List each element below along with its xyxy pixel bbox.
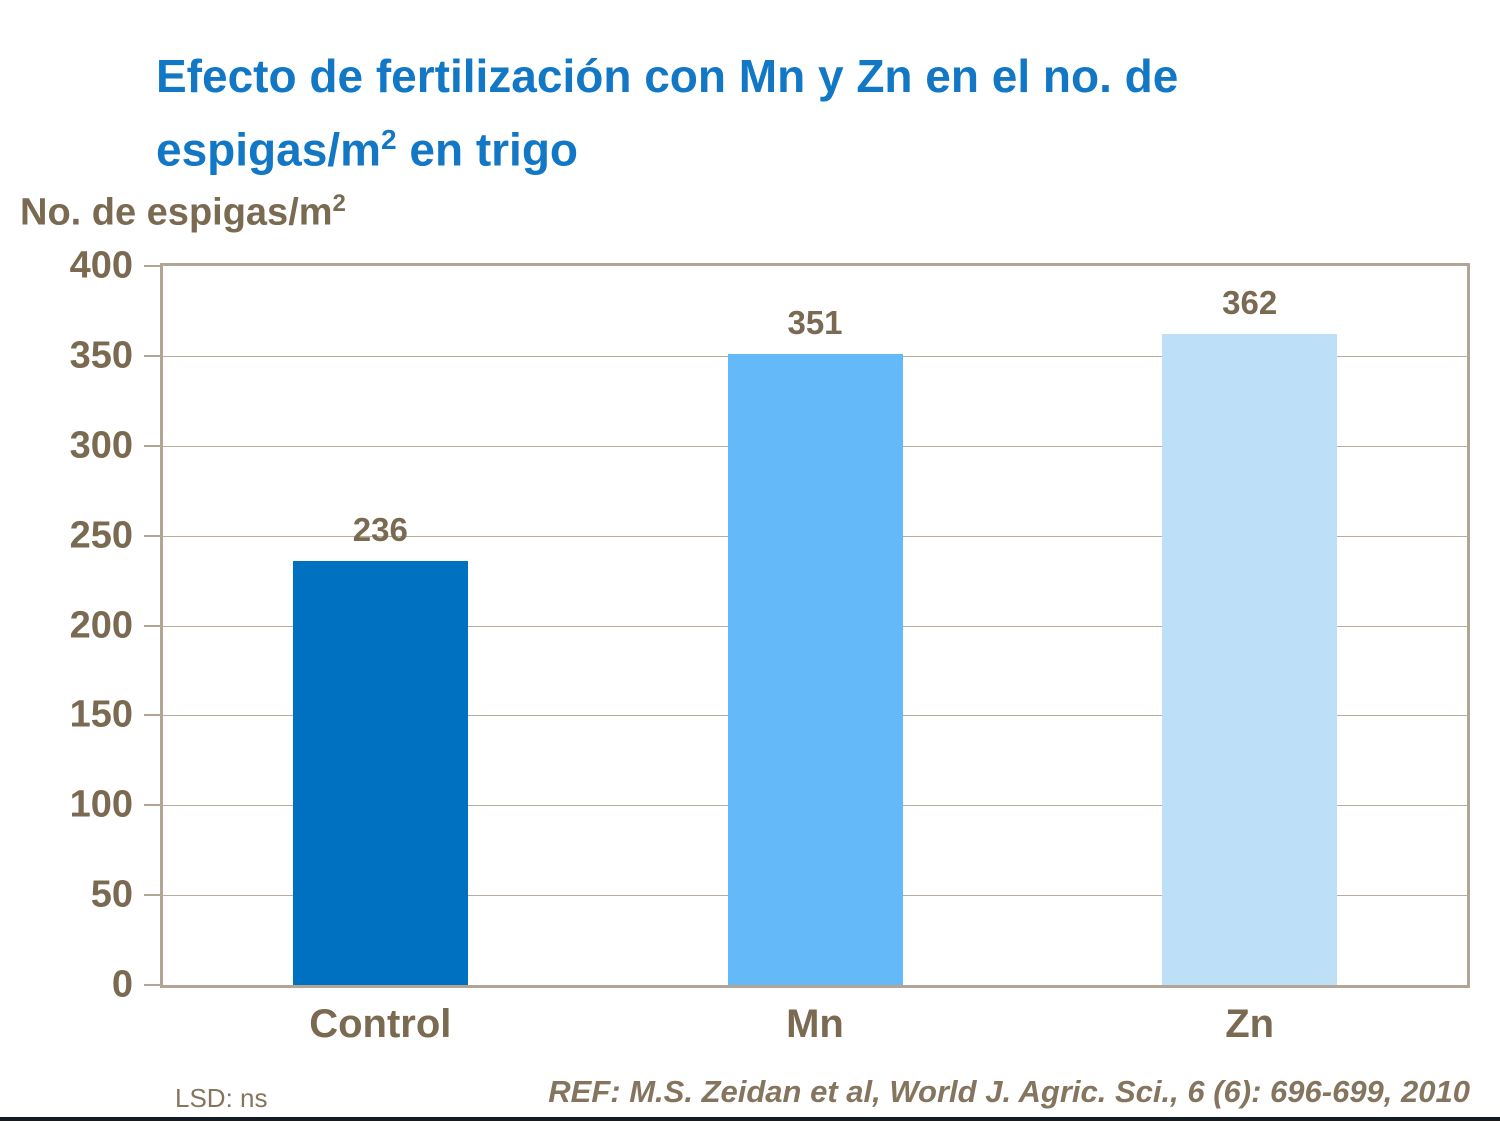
y-tick-mark xyxy=(144,534,160,537)
bottom-divider xyxy=(0,1117,1500,1121)
y-tick-mark xyxy=(144,444,160,447)
y-tick-label: 50 xyxy=(90,873,133,916)
y-tick-mark xyxy=(144,894,160,897)
bar-value-label: 351 xyxy=(787,304,843,342)
y-tick-label: 250 xyxy=(69,514,133,557)
bar-value-label: 362 xyxy=(1222,284,1278,322)
y-tick-mark xyxy=(144,984,160,986)
chart-title-line2: espigas/m2 en trigo xyxy=(156,123,579,176)
x-axis-label: Mn xyxy=(786,1002,844,1046)
title-superscript: 2 xyxy=(381,124,397,155)
x-axis-label: Zn xyxy=(1225,1002,1275,1046)
y-axis-title: No. de espigas/m2 xyxy=(20,190,346,234)
y-tick-label: 200 xyxy=(69,604,133,646)
y-tick-mark xyxy=(144,624,160,627)
y-tick-mark xyxy=(144,354,160,357)
reference-citation: REF: M.S. Zeidan et al, World J. Agric. … xyxy=(548,1074,1470,1109)
y-tick-mark xyxy=(144,265,160,267)
y-tick-label: 100 xyxy=(69,783,133,826)
y-tick-label: 350 xyxy=(69,334,133,377)
plot-area: 236 351 362 xyxy=(160,263,1470,988)
y-tick-mark xyxy=(144,714,160,717)
bar-mn xyxy=(727,354,903,985)
y-tick-label: 150 xyxy=(69,693,133,736)
chart-title: Efecto de fertilización con Mn y Zn en e… xyxy=(156,44,1376,181)
lsd-note: LSD: ns xyxy=(175,1083,268,1113)
y-tick-mark xyxy=(144,804,160,807)
y-tick-label: 0 xyxy=(111,963,133,1006)
x-axis-label: Control xyxy=(309,1002,452,1046)
bar-control xyxy=(292,560,468,985)
y-tick-label: 300 xyxy=(69,424,133,467)
bar-value-label: 236 xyxy=(352,510,408,548)
y-tick-label: 400 xyxy=(69,244,133,287)
bar-zn xyxy=(1162,334,1338,985)
ylabel-superscript: 2 xyxy=(332,190,346,217)
chart-title-line1: Efecto de fertilización con Mn y Zn en e… xyxy=(156,50,1179,102)
